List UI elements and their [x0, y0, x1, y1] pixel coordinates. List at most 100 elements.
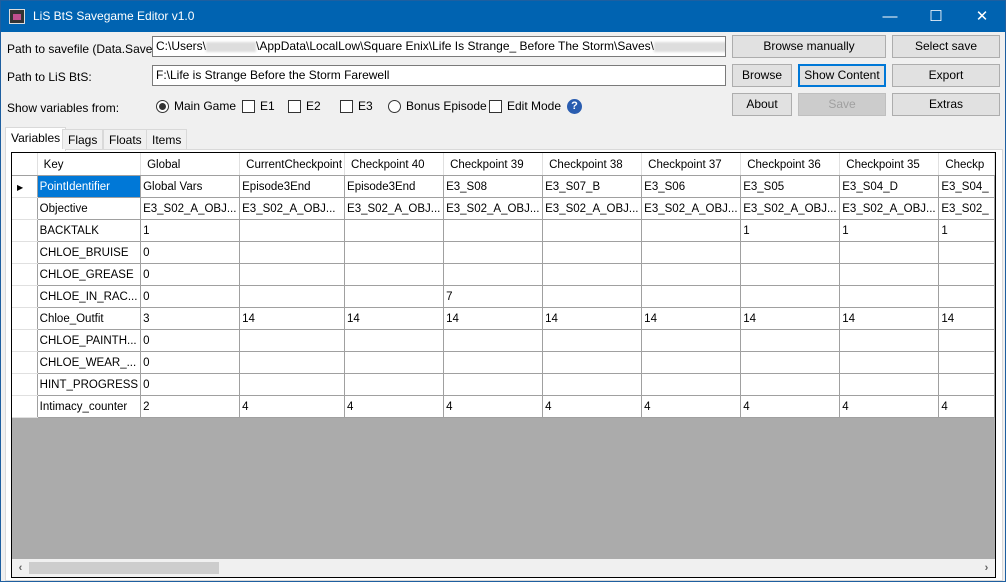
e3-checkbox[interactable]: E3: [340, 99, 373, 113]
e1-checkbox[interactable]: E1: [242, 99, 275, 113]
value-cell[interactable]: [542, 351, 643, 374]
value-cell[interactable]: [344, 285, 445, 308]
table-row[interactable]: Chloe_Outfit 3 14 14 14 14 14 14 14 14: [12, 307, 995, 330]
key-cell[interactable]: CHLOE_PAINTH...: [36, 329, 142, 352]
value-cell[interactable]: 0: [140, 373, 241, 396]
tab-items[interactable]: Items: [146, 129, 188, 149]
key-cell[interactable]: CHLOE_IN_RAC...: [36, 285, 142, 308]
value-cell[interactable]: 2: [140, 395, 241, 418]
value-cell[interactable]: 3: [140, 307, 241, 330]
table-row[interactable]: CHLOE_IN_RAC... 0 7: [12, 285, 995, 308]
row-header[interactable]: [12, 263, 38, 286]
value-cell[interactable]: E3_S06: [641, 175, 742, 198]
value-cell[interactable]: [938, 351, 995, 374]
value-cell[interactable]: [239, 285, 346, 308]
main-game-radio[interactable]: Main Game: [156, 99, 236, 113]
maximize-button[interactable]: ☐: [929, 8, 943, 25]
value-cell[interactable]: [344, 373, 445, 396]
value-cell[interactable]: [938, 263, 995, 286]
value-cell[interactable]: Episode3End: [239, 175, 346, 198]
row-header[interactable]: [12, 329, 38, 352]
value-cell[interactable]: E3_S02_A_OBJ...: [140, 197, 241, 220]
table-row[interactable]: BACKTALK 1 1 1 1: [12, 219, 995, 242]
value-cell[interactable]: [344, 219, 445, 242]
value-cell[interactable]: [443, 263, 544, 286]
value-cell[interactable]: [938, 241, 995, 264]
value-cell[interactable]: 0: [140, 285, 241, 308]
value-cell[interactable]: 0: [140, 241, 241, 264]
value-cell[interactable]: [542, 263, 643, 286]
save-button[interactable]: Save: [798, 93, 886, 116]
value-cell[interactable]: [839, 373, 940, 396]
browse-button[interactable]: Browse: [732, 64, 792, 87]
value-cell[interactable]: [239, 373, 346, 396]
value-cell[interactable]: [239, 351, 346, 374]
column-header[interactable]: Checkpoint 36: [740, 153, 841, 176]
tab-floats[interactable]: Floats: [103, 129, 148, 149]
value-cell[interactable]: [641, 373, 742, 396]
row-header[interactable]: [12, 351, 38, 374]
value-cell[interactable]: 0: [140, 263, 241, 286]
row-header[interactable]: [12, 307, 38, 330]
horizontal-scrollbar[interactable]: ‹ ›: [12, 559, 995, 577]
value-cell[interactable]: E3_S02_A_OBJ...: [239, 197, 346, 220]
value-cell[interactable]: E3_S02_A_OBJ...: [443, 197, 544, 220]
value-cell[interactable]: 1: [740, 219, 841, 242]
value-cell[interactable]: [740, 285, 841, 308]
value-cell[interactable]: [542, 219, 643, 242]
value-cell[interactable]: E3_S02_A_OBJ...: [344, 197, 445, 220]
value-cell[interactable]: [839, 263, 940, 286]
value-cell[interactable]: [839, 285, 940, 308]
value-cell[interactable]: [938, 329, 995, 352]
key-cell[interactable]: Intimacy_counter: [36, 395, 142, 418]
tab-variables[interactable]: Variables: [5, 127, 67, 151]
value-cell[interactable]: E3_S04_: [938, 175, 995, 198]
value-cell[interactable]: 4: [443, 395, 544, 418]
browse-manually-button[interactable]: Browse manually: [732, 35, 886, 58]
value-cell[interactable]: 4: [839, 395, 940, 418]
game-path-input[interactable]: F:\Life is Strange Before the Storm Fare…: [152, 65, 726, 86]
value-cell[interactable]: Global Vars: [140, 175, 241, 198]
value-cell[interactable]: [443, 373, 544, 396]
table-row[interactable]: HINT_PROGRESS 0: [12, 373, 995, 396]
value-cell[interactable]: 0: [140, 329, 241, 352]
value-cell[interactable]: [641, 263, 742, 286]
select-save-button[interactable]: Select save: [892, 35, 1000, 58]
value-cell[interactable]: E3_S05: [740, 175, 841, 198]
value-cell[interactable]: 4: [542, 395, 643, 418]
column-header[interactable]: Checkpoint 37: [641, 153, 742, 176]
value-cell[interactable]: 4: [938, 395, 995, 418]
row-header[interactable]: [12, 373, 38, 396]
value-cell[interactable]: [641, 285, 742, 308]
value-cell[interactable]: E3_S04_D: [839, 175, 940, 198]
variables-grid[interactable]: Key Global CurrentCheckpoint Checkpoint 40 C…: [11, 152, 996, 578]
bonus-episode-radio[interactable]: Bonus Episode: [388, 99, 487, 113]
value-cell[interactable]: [839, 351, 940, 374]
e2-checkbox[interactable]: E2: [288, 99, 321, 113]
value-cell[interactable]: [344, 329, 445, 352]
value-cell[interactable]: [443, 219, 544, 242]
column-header[interactable]: Checkp: [938, 153, 995, 176]
value-cell[interactable]: [542, 373, 643, 396]
scroll-left-icon[interactable]: ‹: [18, 562, 23, 574]
value-cell[interactable]: [239, 241, 346, 264]
minimize-button[interactable]: —: [882, 8, 898, 25]
value-cell[interactable]: [641, 329, 742, 352]
edit-mode-checkbox[interactable]: Edit Mode: [489, 99, 561, 113]
help-icon[interactable]: ?: [567, 99, 582, 114]
value-cell[interactable]: [344, 351, 445, 374]
value-cell[interactable]: 1: [140, 219, 241, 242]
value-cell[interactable]: [938, 285, 995, 308]
row-header[interactable]: [12, 219, 38, 242]
close-button[interactable]: ✕: [975, 8, 989, 25]
value-cell[interactable]: 0: [140, 351, 241, 374]
scroll-right-icon[interactable]: ›: [984, 562, 989, 574]
value-cell[interactable]: E3_S02_: [938, 197, 995, 220]
key-cell[interactable]: BACKTALK: [36, 219, 142, 242]
value-cell[interactable]: 14: [740, 307, 841, 330]
row-header[interactable]: [12, 395, 38, 418]
value-cell[interactable]: [443, 351, 544, 374]
value-cell[interactable]: [740, 241, 841, 264]
export-button[interactable]: Export: [892, 64, 1000, 87]
column-header[interactable]: Checkpoint 38: [542, 153, 643, 176]
